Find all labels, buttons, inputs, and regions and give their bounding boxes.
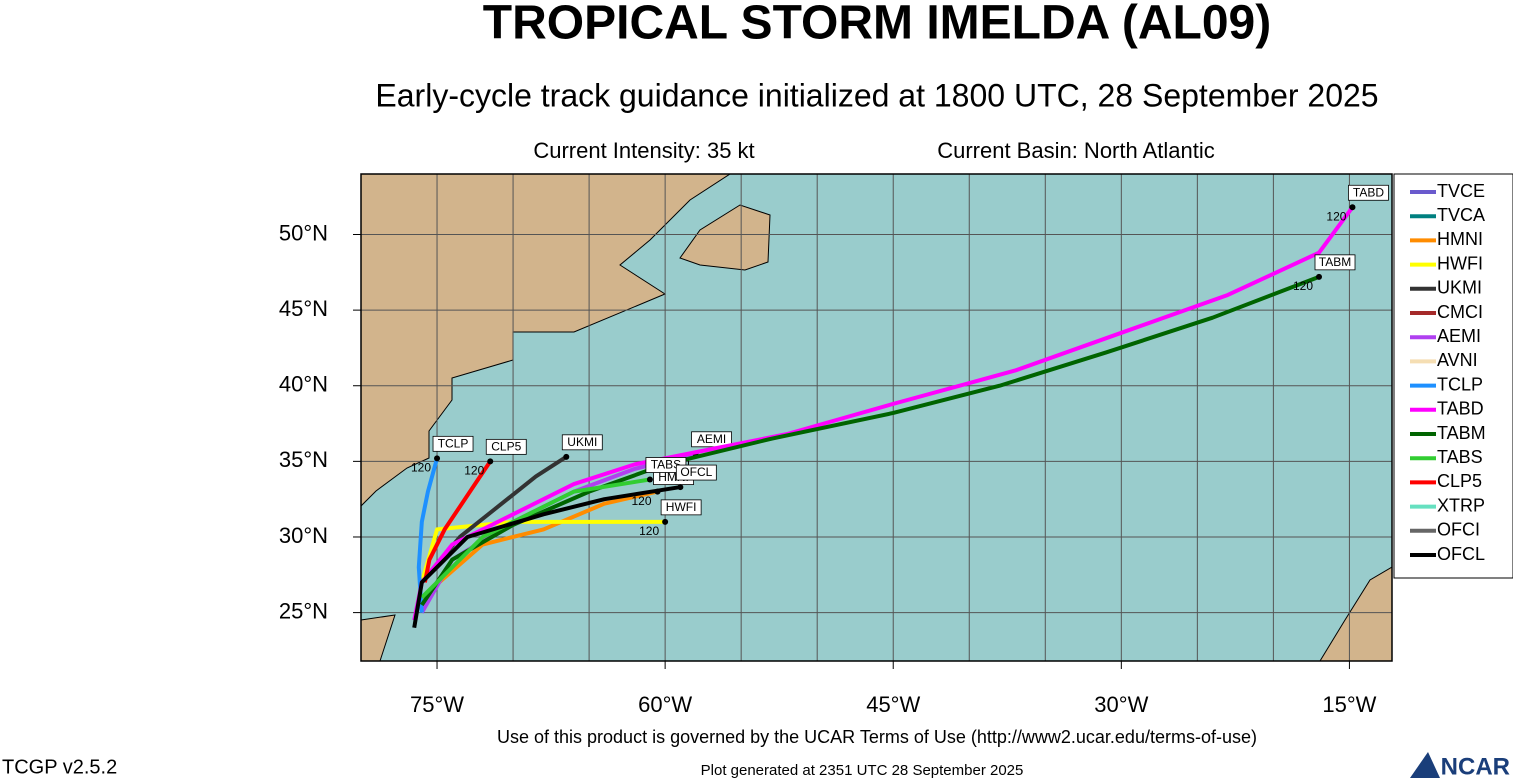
track-label: TABS [651,458,681,472]
track-end [1316,273,1323,280]
track-label: CLP5 [491,440,521,454]
track [422,460,492,583]
track-label-box [1314,254,1356,271]
track-end [434,455,441,462]
track [412,485,681,629]
chart-title: TROPICAL STORM IMELDA (AL09) [483,0,1271,50]
x-tick-label: 15°W [1322,692,1376,717]
legend-label: OFCI [1437,520,1480,540]
track-label: HWFI [666,500,697,514]
track-label-box [675,464,717,481]
hour-label: 120 [631,494,651,508]
track-end [1349,204,1356,211]
track-end [563,453,570,460]
logo-mark [1410,752,1440,778]
legend-label: TCLP [1437,374,1483,394]
logo: NCAR [1441,753,1510,780]
track-end [662,518,669,525]
legend-label: TABS [1437,447,1483,467]
legend-label: UKMI [1437,278,1482,298]
intensity: Current Intensity: 35 kt [533,138,754,163]
track-label: OFCL [680,465,712,479]
track [420,274,1320,607]
legend-label: HWFI [1437,253,1483,273]
track-label: TABD [1353,185,1384,199]
version: TCGP v2.5.2 [2,756,117,778]
legend-label: AEMI [1437,326,1481,346]
plot-frame [360,173,1393,662]
legend-label: HMNI [1437,229,1483,249]
track-end [646,476,653,483]
legend-label: TVCE [1437,181,1485,201]
x-tick-label: 30°W [1094,692,1148,717]
generated: Plot generated at 2351 UTC 28 September … [701,762,1024,779]
hour-label: 120 [1293,279,1313,293]
legend-label: XTRP [1437,495,1485,515]
legend-label: CMCI [1437,302,1483,322]
y-tick-label: 30°N [279,523,328,548]
hour-label: 120 [411,461,431,475]
track-label: TCLP [438,437,469,451]
track-end [677,484,684,491]
legend-label: OFCL [1437,544,1485,564]
tracks: 120HMNI120HWFIUKMI120AEMI120TCLP120TABD1… [411,184,1389,629]
basin: Current Basin: North Atlantic [937,138,1215,163]
florida [361,614,396,661]
x-tick-label: 45°W [866,692,920,717]
track-label-box [691,431,732,448]
legend-label: TVCA [1437,205,1485,225]
track-end [487,458,494,465]
hour-label: 120 [639,524,659,538]
hour-label: 120 [464,464,484,478]
y-tick-label: 40°N [279,372,328,397]
terms: Use of this product is governed by the U… [497,727,1257,747]
track [420,477,651,599]
y-tick-label: 45°N [279,296,328,321]
track [420,489,658,599]
legend-label: TABD [1437,399,1484,419]
land [361,174,1392,661]
africa [1319,566,1392,661]
y-tick-label: 25°N [279,598,328,623]
legend-label: AVNI [1437,350,1478,370]
subtitle: Early-cycle track guidance initialized a… [375,77,1378,113]
track-label: UKMI [567,435,597,449]
track-label: AEMI [697,432,726,446]
track-label-box [1348,184,1389,201]
track-label-box [485,438,527,455]
legend-label: TABM [1437,423,1486,443]
track-label-box [561,434,603,451]
y-tick-label: 35°N [279,447,328,472]
newfoundland [679,204,771,271]
legend-label: CLP5 [1437,471,1482,491]
track-label-box [432,435,474,452]
x-tick-label: 60°W [638,692,692,717]
hour-label: 120 [1326,209,1346,223]
x-tick-label: 75°W [410,692,464,717]
y-tick-label: 50°N [279,220,328,245]
track-label-box [660,499,702,516]
track-label: TABM [1319,255,1351,269]
